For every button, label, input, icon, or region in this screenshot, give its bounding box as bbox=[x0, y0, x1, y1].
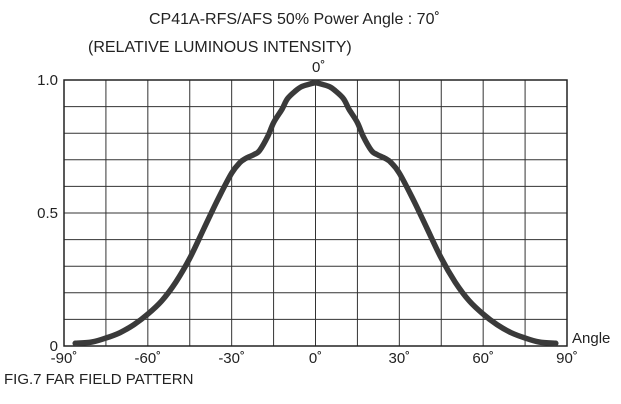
x-tick-label: 90˚ bbox=[556, 350, 578, 367]
x-axis-label: Angle bbox=[572, 330, 610, 347]
x-tick-label: -60˚ bbox=[134, 350, 161, 367]
x-tick-label: 60˚ bbox=[472, 350, 494, 367]
y-axis-label: (RELATIVE LUMINOUS INTENSITY) bbox=[88, 39, 352, 56]
intensity-curve bbox=[72, 79, 559, 347]
y-tick-label: 1.0 bbox=[37, 72, 58, 89]
tick-labels: -90˚ -60˚ -30˚ 0˚ 30˚ 60˚ 90˚ 0 0.5 1.0 bbox=[37, 72, 578, 367]
x-tick-label: 30˚ bbox=[388, 350, 410, 367]
figure-caption: FIG.7 FAR FIELD PATTERN bbox=[4, 371, 193, 388]
x-tick-label: -90˚ bbox=[51, 350, 78, 367]
top-angle-marker: 0˚ bbox=[312, 59, 325, 76]
grid-lines bbox=[64, 80, 567, 346]
y-tick-label: 0.5 bbox=[37, 205, 58, 222]
x-tick-label: 0˚ bbox=[309, 350, 322, 367]
y-tick-label: 0 bbox=[50, 338, 58, 355]
x-tick-label: -30˚ bbox=[218, 350, 245, 367]
chart-title: CP41A-RFS/AFS 50% Power Angle : 70˚ bbox=[149, 11, 440, 28]
